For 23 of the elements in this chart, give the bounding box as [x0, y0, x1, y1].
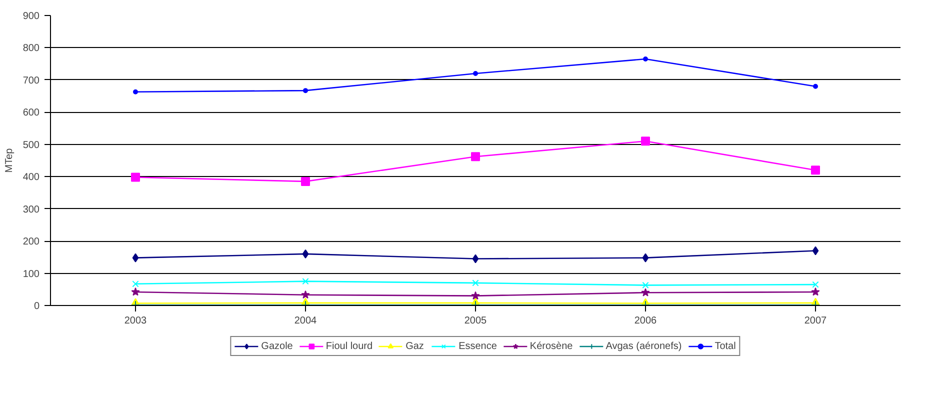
y-axis-title: MTep: [4, 148, 15, 173]
y-tick-label: 500: [22, 140, 40, 151]
y-tick-label: 200: [22, 236, 40, 248]
legend-label: Gaz: [406, 340, 425, 352]
legend-label: Kérosène: [530, 340, 573, 352]
legend-label: Total: [714, 340, 736, 352]
x-tick-label: 2003: [124, 316, 148, 326]
y-tick-label: 600: [22, 108, 40, 119]
legend-label: Gazole: [261, 340, 293, 352]
y-tick-label: 300: [22, 204, 40, 216]
y-tick-label: 0: [34, 301, 40, 312]
x-tick-label: 2007: [804, 316, 828, 326]
legend-label: Avgas (aéronefs): [606, 340, 682, 352]
y-tick-label: 400: [22, 172, 40, 184]
y-tick-label: 900: [22, 11, 40, 22]
x-tick-label: 2005: [464, 316, 488, 326]
y-tick-label: 700: [22, 75, 40, 86]
y-tick-label: 100: [22, 268, 40, 280]
y-tick-label: 800: [22, 43, 40, 54]
legend-label: Fioul lourd: [326, 340, 373, 352]
legend-label: Essence: [458, 340, 497, 352]
x-tick-label: 2006: [634, 316, 658, 326]
x-tick-label: 2004: [294, 316, 318, 326]
